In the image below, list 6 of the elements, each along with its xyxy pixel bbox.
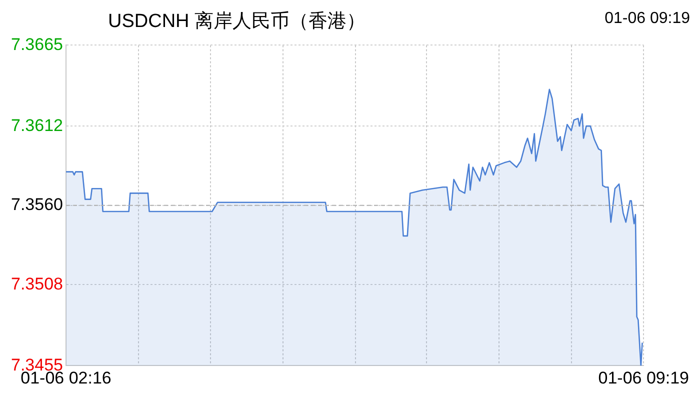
y-tick-label: 7.3612 (10, 116, 63, 135)
y-tick-label: 7.3508 (10, 274, 63, 294)
y-tick-label: 7.3665 (10, 34, 63, 54)
text: 01-06 09:19 (604, 10, 690, 28)
chart-title: USDCNH 离岸人民币（香港） (108, 10, 366, 34)
y-tick-label: 7.3560 (10, 195, 63, 214)
